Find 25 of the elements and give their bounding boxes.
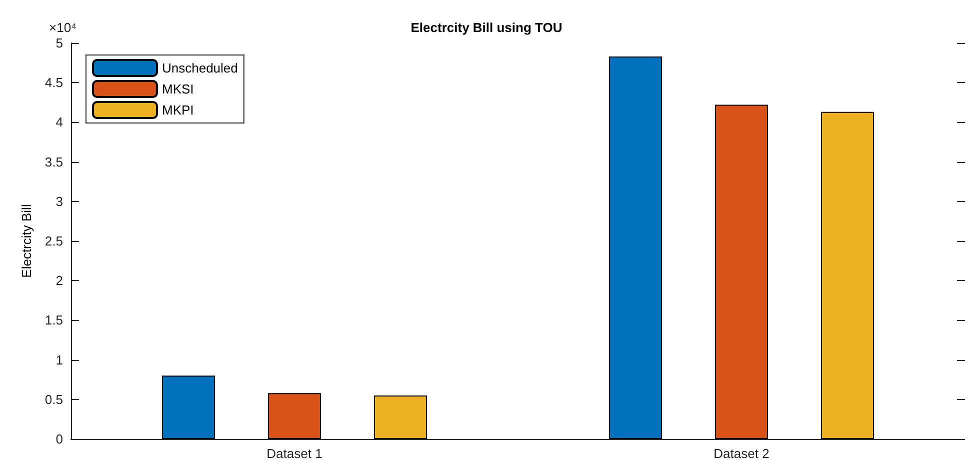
bar [162,376,215,439]
bar [268,393,321,439]
y-tick-label: 1.5 [44,312,63,328]
y-tick-label: 3.5 [44,154,63,170]
legend-label: MKSI [162,82,194,96]
bar [609,56,662,439]
y-tick-label: 4.5 [44,75,63,90]
bar [821,112,874,439]
y-tick-label: 2.5 [44,234,63,248]
legend-label: Unscheduled [162,60,238,76]
y-tick-label: 3 [56,194,63,209]
y-tick-label: 5 [56,36,63,50]
y-tick-label: 0 [56,432,63,446]
y-tick-label: 1 [56,352,63,368]
y-tick-label: 4 [56,114,63,130]
y-tick-label: 0.5 [44,392,63,407]
bar [715,104,768,439]
x-tick-label: Dataset 2 [714,446,770,461]
legend-label: MKPI [162,102,194,118]
y-axis-title: Electrcity Bill [19,204,34,278]
y-tick-label: 2 [56,273,63,288]
chart-title: Electrcity Bill using TOU [410,20,562,35]
text: ×10⁴ [49,20,77,35]
x-tick-label: Dataset 1 [266,446,322,461]
bar [374,395,427,439]
